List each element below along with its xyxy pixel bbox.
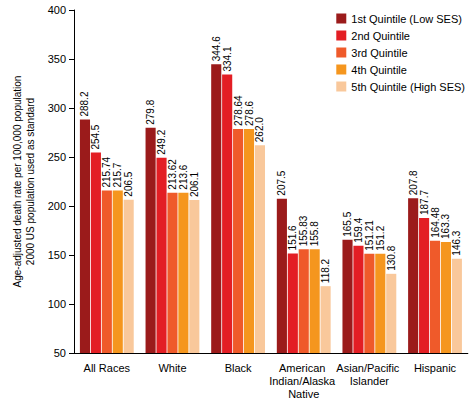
svg-text:254.5: 254.5 xyxy=(90,124,101,149)
svg-text:130.8: 130.8 xyxy=(386,245,397,270)
svg-text:213.6: 213.6 xyxy=(178,164,189,189)
svg-text:159.4: 159.4 xyxy=(353,217,364,242)
svg-text:344.6: 344.6 xyxy=(211,36,222,61)
svg-text:334.1: 334.1 xyxy=(222,46,233,71)
svg-text:150: 150 xyxy=(48,249,66,261)
svg-text:300: 300 xyxy=(48,102,66,114)
svg-text:50: 50 xyxy=(54,347,66,359)
svg-text:163.3: 163.3 xyxy=(440,214,451,239)
svg-text:All Races: All Races xyxy=(84,362,131,374)
svg-text:4th Quintile: 4th Quintile xyxy=(351,64,407,76)
svg-text:278.64: 278.64 xyxy=(233,95,244,126)
svg-text:Hispanic: Hispanic xyxy=(414,362,457,374)
svg-text:100: 100 xyxy=(48,298,66,310)
svg-text:151.2: 151.2 xyxy=(375,225,386,250)
svg-text:Islander: Islander xyxy=(350,375,389,387)
svg-text:200: 200 xyxy=(48,200,66,212)
svg-text:207.5: 207.5 xyxy=(276,170,287,195)
svg-text:151.6: 151.6 xyxy=(287,225,298,250)
svg-text:187.7: 187.7 xyxy=(419,190,430,215)
svg-text:215.74: 215.74 xyxy=(101,157,112,188)
svg-text:206.1: 206.1 xyxy=(189,172,200,197)
svg-text:118.2: 118.2 xyxy=(320,258,331,283)
svg-text:278.6: 278.6 xyxy=(244,101,255,126)
svg-text:155.83: 155.83 xyxy=(298,215,309,246)
svg-text:Native: Native xyxy=(288,388,319,400)
svg-text:Indian/Alaska: Indian/Alaska xyxy=(269,375,338,387)
svg-text:Asian/Pacific: Asian/Pacific xyxy=(336,362,402,374)
svg-text:1st Quintile (Low SES): 1st Quintile (Low SES) xyxy=(351,13,462,25)
svg-text:206.5: 206.5 xyxy=(123,171,134,196)
svg-text:155.8: 155.8 xyxy=(309,221,320,246)
svg-text:215.7: 215.7 xyxy=(112,162,123,187)
svg-text:207.8: 207.8 xyxy=(408,170,419,195)
svg-text:249.2: 249.2 xyxy=(156,129,167,154)
svg-text:165.5: 165.5 xyxy=(342,211,353,236)
svg-text:2000 US population used as sta: 2000 US population used as standard xyxy=(25,98,36,265)
svg-text:288.2: 288.2 xyxy=(79,91,90,116)
svg-text:American: American xyxy=(279,362,329,374)
svg-text:213.62: 213.62 xyxy=(167,159,178,190)
svg-text:5th Quintile (High SES): 5th Quintile (High SES) xyxy=(351,81,465,93)
svg-text:3rd Quintile: 3rd Quintile xyxy=(351,47,407,59)
svg-text:350: 350 xyxy=(48,53,66,65)
svg-text:146.3: 146.3 xyxy=(451,230,462,255)
svg-text:Black: Black xyxy=(225,362,252,374)
svg-text:400: 400 xyxy=(48,4,66,16)
svg-text:279.8: 279.8 xyxy=(145,99,156,124)
svg-text:151.21: 151.21 xyxy=(364,220,375,251)
svg-text:250: 250 xyxy=(48,151,66,163)
svg-text:2nd Quintile: 2nd Quintile xyxy=(351,30,410,42)
svg-text:White: White xyxy=(158,362,186,374)
svg-text:262.0: 262.0 xyxy=(254,117,265,142)
svg-text:Age-adjusted death rate per 10: Age-adjusted death rate per 100,000 popu… xyxy=(12,76,23,288)
svg-text:164.48: 164.48 xyxy=(430,207,441,238)
